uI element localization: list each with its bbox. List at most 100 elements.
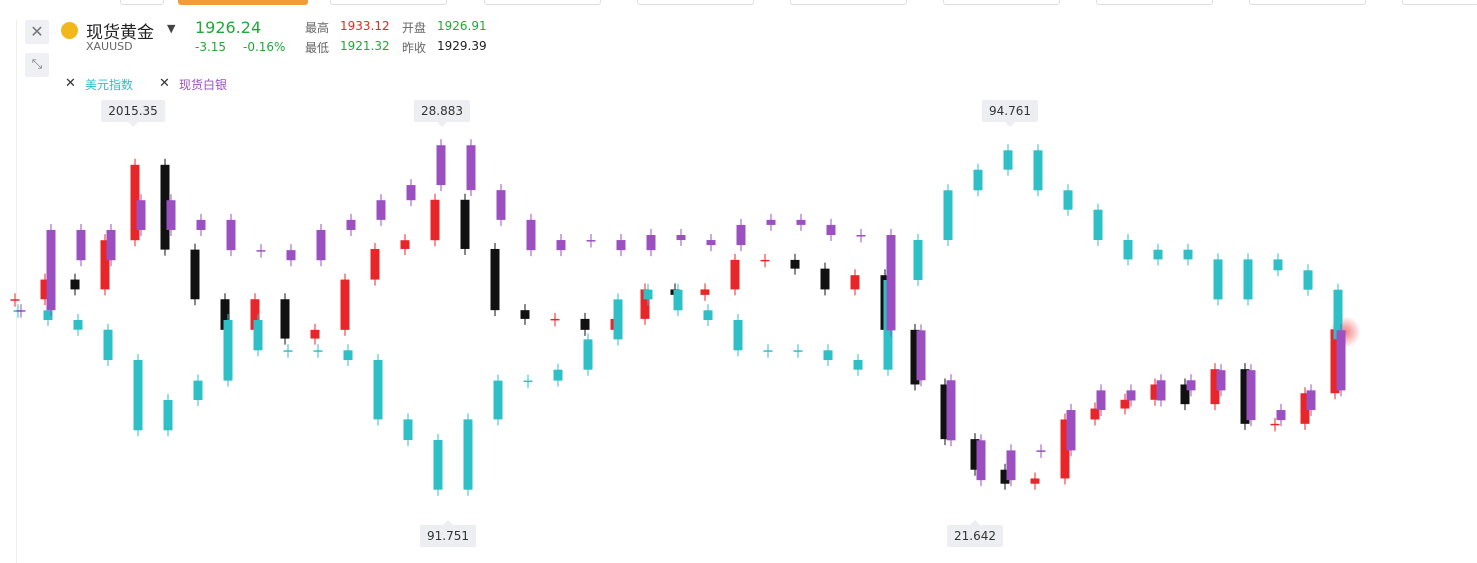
candle (820, 268, 830, 290)
candle (856, 235, 866, 237)
candle (376, 200, 386, 220)
gold-icon (61, 22, 78, 39)
candle (676, 235, 686, 241)
tab[interactable] (120, 0, 164, 5)
stat-label: 开盘 (402, 21, 427, 35)
candle (1243, 259, 1253, 300)
candle (220, 299, 230, 330)
candle (733, 320, 743, 351)
candle (73, 320, 83, 330)
close-button[interactable]: ✕ (25, 20, 49, 44)
candle (976, 440, 986, 481)
candle (760, 259, 770, 262)
tab[interactable] (484, 0, 601, 5)
candle (256, 250, 266, 252)
tab[interactable] (943, 0, 1060, 5)
candle (526, 219, 536, 251)
candle (1126, 390, 1136, 401)
candle (703, 310, 713, 320)
candle (1216, 370, 1226, 391)
legend-entry[interactable]: 现货白银 (179, 78, 228, 92)
collapse-button[interactable]: ⤡ (25, 53, 49, 77)
candle (586, 240, 596, 242)
divider (16, 20, 17, 563)
stat-label: 最高 (305, 21, 330, 35)
candle (76, 229, 86, 261)
tab[interactable] (330, 0, 447, 5)
candle (10, 299, 20, 301)
candle (1003, 150, 1013, 170)
remove-compare[interactable]: ✕ (159, 76, 170, 91)
candle (130, 164, 140, 241)
candle (466, 145, 476, 191)
candle (970, 439, 980, 470)
candle (910, 329, 920, 385)
candle (1150, 384, 1160, 400)
extreme-label: 28.883 (414, 100, 470, 127)
candle (646, 235, 656, 251)
candle (370, 248, 380, 280)
candle (166, 200, 176, 230)
candle (1246, 370, 1256, 421)
candle (43, 310, 53, 320)
candle (1333, 289, 1343, 340)
legend-entry[interactable]: 美元指数 (85, 78, 134, 92)
candle (316, 229, 326, 261)
candle (616, 240, 626, 251)
candle (1063, 190, 1073, 210)
candle (1180, 384, 1190, 405)
candle (640, 289, 650, 319)
candle (1213, 259, 1223, 300)
candle (1273, 259, 1283, 271)
candle (583, 339, 593, 370)
stat-label: 昨收 (402, 41, 427, 55)
tab[interactable] (637, 0, 754, 5)
candle (886, 235, 896, 331)
remove-compare[interactable]: ✕ (65, 76, 76, 91)
tab[interactable] (790, 0, 907, 5)
tab[interactable] (1402, 0, 1477, 5)
candle (223, 320, 233, 381)
candle (1093, 209, 1103, 240)
candle (1030, 478, 1040, 484)
candle (1276, 410, 1286, 421)
tab[interactable] (1096, 0, 1213, 5)
price-change-pct: -0.16% (243, 40, 286, 54)
extreme-label: 94.761 (982, 100, 1038, 127)
stat-value: 1921.32 (340, 39, 390, 53)
tab[interactable] (178, 0, 308, 5)
candle (493, 380, 503, 420)
candle (763, 350, 773, 352)
candle (283, 350, 293, 352)
candle (1330, 329, 1340, 394)
candle (403, 419, 413, 440)
candle (943, 190, 953, 240)
extreme-label: 2015.35 (101, 100, 165, 127)
candle (853, 360, 863, 370)
candle (1306, 390, 1316, 411)
tab[interactable] (1249, 0, 1366, 5)
candle (40, 279, 50, 300)
candle (280, 299, 290, 339)
candle (46, 229, 56, 311)
candle (160, 164, 170, 250)
candle (1153, 249, 1163, 260)
candle (253, 320, 263, 351)
candle (463, 419, 473, 490)
candle (556, 240, 566, 251)
candle (520, 310, 530, 319)
stat-value: 1929.39 (437, 39, 487, 53)
candle (1300, 393, 1310, 424)
candle (1186, 380, 1196, 391)
candle (16, 310, 26, 312)
dropdown-caret[interactable]: ▼ (167, 22, 176, 35)
candle (400, 240, 410, 249)
candle (496, 190, 506, 220)
candle (103, 329, 113, 360)
candle (1336, 330, 1346, 391)
candle (643, 289, 653, 300)
candle (973, 169, 983, 191)
candle (226, 219, 236, 251)
stat-value: 1933.12 (340, 19, 390, 33)
